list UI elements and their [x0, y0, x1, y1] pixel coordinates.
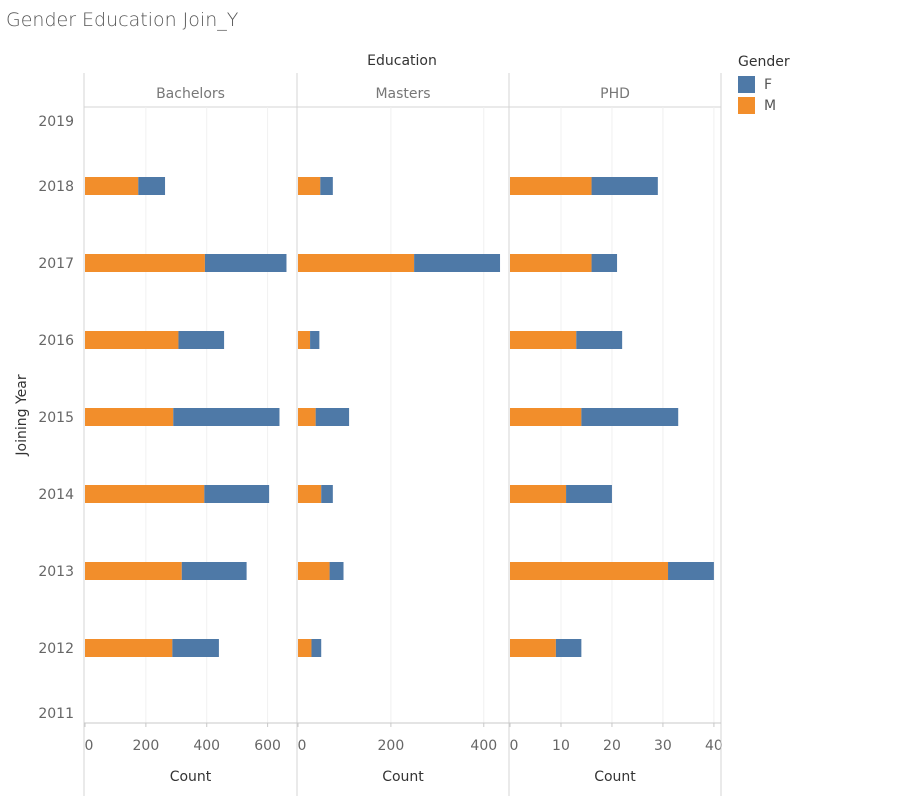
tick-label-phd-40: 40 [705, 738, 723, 754]
bar-masters-2012-m [298, 639, 312, 657]
bar-masters-2018-m [298, 177, 321, 195]
year-label-2013: 2013 [38, 564, 74, 580]
bar-bachelors-2015-f [173, 408, 280, 426]
bar-bachelors-2014-m [85, 485, 205, 503]
bar-bachelors-2015-m [85, 408, 174, 426]
bar-phd-2015-m [510, 408, 582, 426]
bar-bachelors-2017-f [204, 254, 287, 272]
bar-masters-2013-m [298, 562, 330, 580]
legend-swatch-m [738, 97, 755, 114]
tick-label-phd-30: 30 [654, 738, 672, 754]
bar-bachelors-2014-f [204, 485, 270, 503]
bar-phd-2016-m [510, 331, 577, 349]
tick-label-bachelors-0: 0 [85, 738, 94, 754]
chart-title: Gender Education Join_Y [6, 9, 239, 31]
tick-label-masters-0: 0 [298, 738, 307, 754]
bar-bachelors-2016-m [85, 331, 179, 349]
bar-phd-2012-f [555, 639, 582, 657]
bar-bachelors-2013-m [85, 562, 182, 580]
bar-bachelors-2012-m [85, 639, 173, 657]
bar-masters-2014-m [298, 485, 322, 503]
legend-item-f[interactable]: F [738, 74, 790, 95]
bar-masters-2013-f [329, 562, 344, 580]
bar-phd-2018-f [591, 177, 658, 195]
bar-masters-2015-m [298, 408, 316, 426]
legend-label-f: F [764, 76, 773, 93]
row-axis-label: Joining Year [14, 374, 30, 456]
tick-label-phd-10: 10 [552, 738, 570, 754]
bar-masters-2012-f [311, 639, 322, 657]
bar-masters-2017-f [414, 254, 501, 272]
bar-phd-2013-f [668, 562, 714, 580]
bar-bachelors-2018-f [138, 177, 166, 195]
year-label-2019: 2019 [38, 114, 74, 130]
year-label-2016: 2016 [38, 333, 74, 349]
tick-label-phd-0: 0 [510, 738, 519, 754]
panel-header-bachelors: Bachelors [156, 86, 225, 102]
bar-phd-2013-m [510, 562, 669, 580]
bar-phd-2017-f [591, 254, 618, 272]
year-label-2012: 2012 [38, 641, 74, 657]
panel-header-phd: PHD [600, 86, 630, 102]
tick-label-masters-400: 400 [470, 738, 497, 754]
bar-phd-2012-m [510, 639, 556, 657]
year-label-2017: 2017 [38, 256, 74, 272]
x-axis-label-masters: Count [382, 769, 424, 785]
bar-phd-2015-f [581, 408, 679, 426]
bar-phd-2014-m [510, 485, 567, 503]
bar-masters-2016-f [310, 331, 320, 349]
bar-masters-2014-f [321, 485, 333, 503]
bar-phd-2018-m [510, 177, 592, 195]
x-axis-label-phd: Count [594, 769, 636, 785]
bar-bachelors-2018-m [85, 177, 139, 195]
year-label-2014: 2014 [38, 487, 74, 503]
column-header: Education [367, 53, 437, 69]
bar-masters-2018-f [320, 177, 333, 195]
bar-bachelors-2012-f [172, 639, 219, 657]
bar-bachelors-2017-m [85, 254, 205, 272]
legend-swatch-f [738, 76, 755, 93]
panel-header-masters: Masters [375, 86, 430, 102]
legend-item-m[interactable]: M [738, 95, 790, 116]
bar-bachelors-2013-f [181, 562, 247, 580]
bar-phd-2017-m [510, 254, 592, 272]
legend: Gender F M [738, 54, 790, 116]
bar-masters-2017-m [298, 254, 415, 272]
bar-bachelors-2016-f [178, 331, 225, 349]
tick-label-bachelors-600: 600 [254, 738, 281, 754]
tick-label-phd-20: 20 [603, 738, 621, 754]
bar-masters-2015-f [315, 408, 350, 426]
legend-title: Gender [738, 54, 790, 70]
bar-masters-2016-m [298, 331, 311, 349]
x-axis-label-bachelors: Count [170, 769, 212, 785]
legend-label-m: M [764, 97, 777, 114]
year-label-2015: 2015 [38, 410, 74, 426]
tick-label-masters-200: 200 [378, 738, 405, 754]
tick-label-bachelors-200: 200 [133, 738, 160, 754]
bar-phd-2016-f [576, 331, 623, 349]
tick-label-bachelors-400: 400 [193, 738, 220, 754]
year-label-2018: 2018 [38, 179, 74, 195]
year-label-2011: 2011 [38, 706, 74, 722]
bar-phd-2014-f [566, 485, 612, 503]
